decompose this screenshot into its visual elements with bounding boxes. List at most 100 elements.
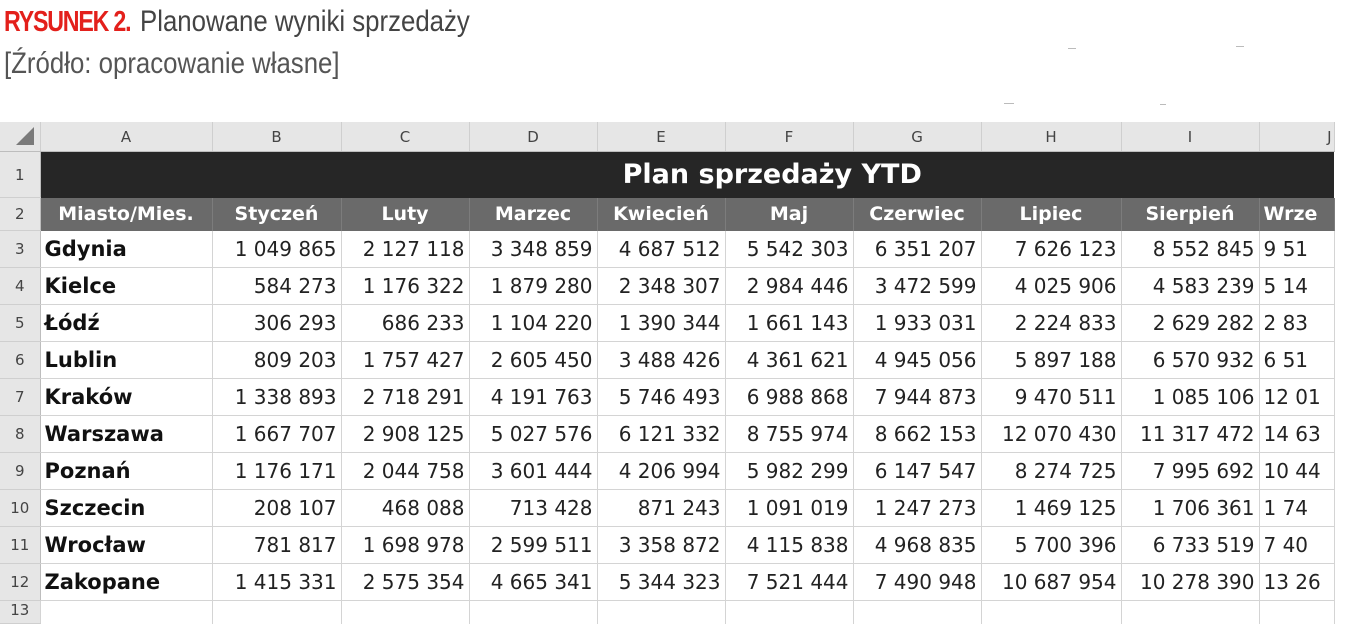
empty-cell[interactable] <box>725 600 854 624</box>
column-header-d[interactable]: D <box>469 122 598 152</box>
sales-value-cell[interactable]: 1 706 361 <box>1121 489 1260 527</box>
select-all-button[interactable] <box>0 122 41 152</box>
row-header[interactable]: 13 <box>0 600 41 624</box>
empty-cell[interactable] <box>853 600 982 624</box>
city-cell[interactable]: Gdynia <box>40 230 213 268</box>
sales-value-cell[interactable]: 4 191 763 <box>469 378 598 416</box>
sales-value-cell[interactable]: 3 358 872 <box>597 526 726 564</box>
sales-value-cell[interactable]: 10 278 390 <box>1121 563 1260 601</box>
sales-value-cell[interactable]: 12 070 430 <box>981 415 1122 453</box>
sales-value-cell[interactable]: 3 472 599 <box>853 267 982 305</box>
sales-value-cell[interactable]: 5 542 303 <box>725 230 854 268</box>
sales-value-cell[interactable]: 1 933 031 <box>853 304 982 342</box>
sales-value-cell[interactable]: 2 984 446 <box>725 267 854 305</box>
sales-value-cell[interactable]: 2 718 291 <box>341 378 470 416</box>
sales-value-cell[interactable]: 1 338 893 <box>212 378 342 416</box>
row-header[interactable]: 11 <box>0 526 41 564</box>
column-header-c[interactable]: C <box>341 122 470 152</box>
column-header-b[interactable]: B <box>212 122 342 152</box>
sales-value-cell[interactable]: 5 344 323 <box>597 563 726 601</box>
sales-value-cell[interactable]: 1 176 171 <box>212 452 342 490</box>
row-header[interactable]: 12 <box>0 563 41 601</box>
row-header[interactable]: 5 <box>0 304 41 342</box>
header-cell-month[interactable]: Styczeń <box>212 197 342 231</box>
sales-value-cell[interactable]: 4 665 341 <box>469 563 598 601</box>
empty-cell[interactable] <box>981 600 1122 624</box>
sales-value-cell[interactable]: 686 233 <box>341 304 470 342</box>
sales-value-cell[interactable]: 10 687 954 <box>981 563 1122 601</box>
sales-value-cell[interactable]: 781 817 <box>212 526 342 564</box>
row-header[interactable]: 1 <box>0 151 41 198</box>
empty-cell[interactable] <box>1259 600 1335 624</box>
header-cell-month[interactable]: Kwiecień <box>597 197 726 231</box>
city-cell[interactable]: Zakopane <box>40 563 213 601</box>
sales-value-cell[interactable]: 1 661 143 <box>725 304 854 342</box>
empty-cell[interactable] <box>469 600 598 624</box>
sales-value-cell[interactable]: 4 115 838 <box>725 526 854 564</box>
sales-value-cell[interactable]: 2 224 833 <box>981 304 1122 342</box>
header-cell-month[interactable]: Czerwiec <box>853 197 982 231</box>
sales-value-cell[interactable]: 584 273 <box>212 267 342 305</box>
column-header-i[interactable]: I <box>1121 122 1260 152</box>
sales-value-cell[interactable]: 208 107 <box>212 489 342 527</box>
sales-value-cell[interactable]: 7 995 692 <box>1121 452 1260 490</box>
empty-cell[interactable] <box>1121 600 1260 624</box>
sales-value-cell[interactable]: 8 274 725 <box>981 452 1122 490</box>
sales-value-cell[interactable]: 306 293 <box>212 304 342 342</box>
row-header[interactable]: 10 <box>0 489 41 527</box>
sales-value-cell[interactable]: 4 687 512 <box>597 230 726 268</box>
sales-value-cell[interactable]: 9 51 <box>1259 230 1335 268</box>
city-cell[interactable]: Kraków <box>40 378 213 416</box>
empty-cell[interactable] <box>341 600 470 624</box>
sales-value-cell[interactable]: 2 83 <box>1259 304 1335 342</box>
sales-value-cell[interactable]: 4 583 239 <box>1121 267 1260 305</box>
sales-value-cell[interactable]: 8 755 974 <box>725 415 854 453</box>
sales-value-cell[interactable]: 1 74 <box>1259 489 1335 527</box>
column-header-g[interactable]: G <box>853 122 982 152</box>
sales-value-cell[interactable]: 6 121 332 <box>597 415 726 453</box>
sales-value-cell[interactable]: 13 26 <box>1259 563 1335 601</box>
sales-value-cell[interactable]: 5 700 396 <box>981 526 1122 564</box>
sales-value-cell[interactable]: 1 091 019 <box>725 489 854 527</box>
city-cell[interactable]: Warszawa <box>40 415 213 453</box>
row-header[interactable]: 9 <box>0 452 41 490</box>
sales-value-cell[interactable]: 4 025 906 <box>981 267 1122 305</box>
sales-value-cell[interactable]: 5 746 493 <box>597 378 726 416</box>
header-cell-month[interactable]: Marzec <box>469 197 598 231</box>
header-cell-city[interactable]: Miasto/Mies. <box>40 197 213 231</box>
sales-value-cell[interactable]: 6 570 932 <box>1121 341 1260 379</box>
sales-value-cell[interactable]: 3 488 426 <box>597 341 726 379</box>
header-cell-month[interactable]: Maj <box>725 197 854 231</box>
sales-value-cell[interactable]: 1 469 125 <box>981 489 1122 527</box>
sales-value-cell[interactable]: 5 897 188 <box>981 341 1122 379</box>
sales-value-cell[interactable]: 2 599 511 <box>469 526 598 564</box>
sales-value-cell[interactable]: 2 044 758 <box>341 452 470 490</box>
column-header-a[interactable]: A <box>40 122 213 152</box>
sheet-title-cell[interactable]: Plan sprzedaży YTD <box>40 151 1334 198</box>
header-cell-month[interactable]: Luty <box>341 197 470 231</box>
row-header[interactable]: 8 <box>0 415 41 453</box>
sales-value-cell[interactable]: 6 988 868 <box>725 378 854 416</box>
city-cell[interactable]: Łódź <box>40 304 213 342</box>
empty-cell[interactable] <box>212 600 342 624</box>
sales-value-cell[interactable]: 5 982 299 <box>725 452 854 490</box>
sales-value-cell[interactable]: 1 757 427 <box>341 341 470 379</box>
city-cell[interactable]: Poznań <box>40 452 213 490</box>
sales-value-cell[interactable]: 7 944 873 <box>853 378 982 416</box>
sales-value-cell[interactable]: 14 63 <box>1259 415 1335 453</box>
sales-value-cell[interactable]: 1 104 220 <box>469 304 598 342</box>
header-cell-month[interactable]: Wrze <box>1259 197 1335 231</box>
sales-value-cell[interactable]: 1 247 273 <box>853 489 982 527</box>
sales-value-cell[interactable]: 1 879 280 <box>469 267 598 305</box>
sales-value-cell[interactable]: 8 552 845 <box>1121 230 1260 268</box>
header-cell-month[interactable]: Sierpień <box>1121 197 1260 231</box>
sales-value-cell[interactable]: 7 626 123 <box>981 230 1122 268</box>
row-header[interactable]: 7 <box>0 378 41 416</box>
sales-value-cell[interactable]: 6 51 <box>1259 341 1335 379</box>
sales-value-cell[interactable]: 1 667 707 <box>212 415 342 453</box>
sales-value-cell[interactable]: 1 698 978 <box>341 526 470 564</box>
row-header[interactable]: 6 <box>0 341 41 379</box>
sales-value-cell[interactable]: 809 203 <box>212 341 342 379</box>
sales-value-cell[interactable]: 2 575 354 <box>341 563 470 601</box>
sales-value-cell[interactable]: 8 662 153 <box>853 415 982 453</box>
